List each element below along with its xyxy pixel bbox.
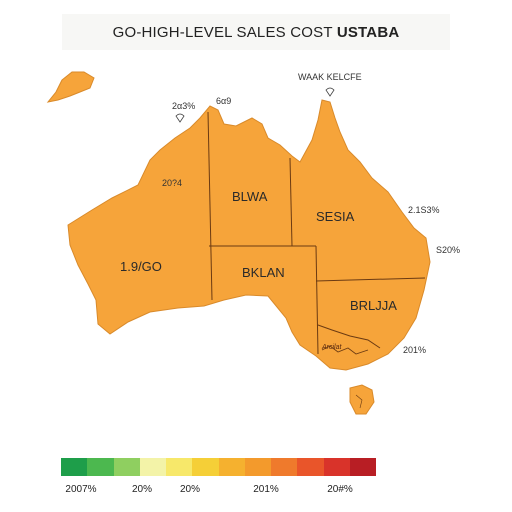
legend-tick-1: 2007% [65, 484, 97, 495]
legend-swatch-5 [166, 458, 193, 476]
nsw-region-label: BRLJJA [350, 298, 397, 313]
legend-swatch-6 [192, 458, 219, 476]
mainland-shape [67, 99, 431, 371]
title-bar: GO-HIGH-LEVEL SALES COST USTABA [62, 14, 450, 50]
qld-east-label-2: S20% [436, 245, 461, 255]
legend-tick-4: 201% [253, 484, 279, 495]
legend-swatch-1 [61, 458, 88, 476]
nw-top-label-2: 6α9 [216, 96, 232, 106]
northwest-island [46, 71, 95, 103]
border-nsw-vic [317, 324, 381, 349]
legend-swatch-2 [87, 458, 114, 476]
legend-swatch-7 [218, 458, 245, 476]
marker-pin-icon-2 [325, 87, 335, 97]
qld-region-label: SESIA [316, 209, 355, 224]
tasmania-shape [349, 384, 375, 415]
legend-swatch-3 [113, 458, 140, 476]
qld-east-label-1: 2.1S3% [408, 205, 440, 215]
vic-region-label: Arcilat [322, 344, 342, 351]
legend-tick-5: 20#% [327, 484, 353, 495]
nsw-east-label: 201% [403, 345, 427, 355]
nt-region-label: BLWA [232, 189, 268, 204]
sa-region-label: BKLAN [242, 265, 285, 280]
legend-tick-2: 20% [131, 484, 153, 495]
border-qld-nsw [315, 277, 426, 282]
legend-swatch-8 [244, 458, 271, 476]
legend-ticks: 2007% 20% 20% 201% 20#% [0, 484, 512, 498]
legend-swatch-9 [271, 458, 298, 476]
border-wa [207, 111, 213, 301]
map-title: GO-HIGH-LEVEL SALES COST USTABA [112, 23, 400, 41]
legend-tick-3: 20% [179, 484, 201, 495]
marker-pin-icon [175, 113, 185, 123]
tasmania-detail [355, 394, 363, 409]
border-sa-qld [315, 245, 319, 355]
legend-swatch-12 [349, 458, 376, 476]
legend-swatch-4 [139, 458, 166, 476]
legend-swatch-11 [323, 458, 350, 476]
vic-squiggle [321, 345, 369, 355]
border-nt-qld [289, 157, 293, 247]
nw-top-label-1: 2α3% [172, 101, 196, 111]
color-legend [61, 458, 376, 476]
top-right-note: WAAK KELCFE [298, 72, 362, 82]
legend-swatch-10 [297, 458, 324, 476]
wa-upper-label: 20?4 [162, 178, 183, 188]
wa-region-label: 1.9/GO [120, 259, 162, 274]
